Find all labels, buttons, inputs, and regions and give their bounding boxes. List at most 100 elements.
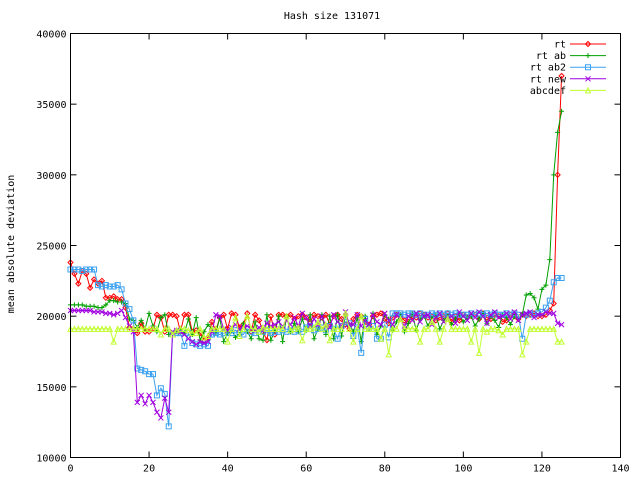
data-point — [527, 291, 533, 297]
data-point — [452, 325, 459, 332]
data-point — [373, 325, 381, 332]
data-point — [361, 325, 369, 332]
data-point — [111, 298, 117, 304]
data-point — [158, 415, 164, 421]
data-point — [212, 330, 219, 337]
data-point — [327, 313, 333, 319]
data-point — [252, 319, 258, 325]
data-point — [189, 338, 196, 345]
data-point — [75, 280, 82, 287]
data-point — [527, 309, 533, 315]
data-point — [448, 325, 455, 332]
data-point — [585, 64, 591, 71]
data-point — [523, 310, 530, 317]
data-point — [75, 325, 82, 332]
data-point — [547, 257, 553, 263]
data-point — [153, 311, 161, 318]
data-point — [134, 399, 141, 406]
data-point — [114, 310, 121, 317]
data-point — [181, 342, 188, 349]
data-point — [539, 311, 545, 318]
data-point — [405, 325, 412, 332]
data-point — [79, 267, 86, 274]
axis-ticks: 10000 15000 20000 25000 30000 35000 40000 0 20 40… — [36, 30, 629, 475]
data-point — [550, 279, 557, 286]
data-point — [161, 390, 168, 397]
data-point — [559, 108, 565, 114]
data-point — [208, 318, 216, 326]
data-point — [110, 283, 117, 290]
data-point — [279, 325, 286, 332]
data-point — [311, 336, 317, 342]
data-point — [205, 322, 211, 328]
data-point — [303, 314, 310, 321]
data-point — [134, 365, 141, 372]
data-point — [204, 332, 212, 339]
data-point — [271, 321, 278, 328]
data-point — [467, 337, 475, 345]
data-point — [492, 317, 498, 323]
data-point — [181, 325, 188, 332]
data-point — [543, 309, 549, 315]
data-point — [82, 325, 90, 332]
data-point — [138, 317, 144, 323]
data-point — [193, 341, 200, 348]
data-point — [122, 300, 129, 307]
x-tick-label: 40 — [222, 464, 234, 475]
data-point — [460, 319, 466, 325]
data-point — [499, 313, 506, 320]
data-point — [134, 329, 141, 337]
data-point — [102, 325, 110, 332]
data-point — [86, 284, 94, 292]
data-point — [350, 315, 357, 323]
data-point — [530, 325, 538, 332]
data-point — [554, 337, 561, 345]
data-point — [130, 325, 137, 332]
data-point — [464, 317, 471, 324]
data-point — [90, 276, 98, 283]
y-tick-label: 35000 — [36, 100, 66, 111]
data-point — [338, 315, 345, 323]
data-point — [118, 286, 125, 293]
data-point — [221, 339, 227, 345]
data-point — [228, 310, 235, 317]
data-point — [306, 325, 314, 332]
data-point — [146, 310, 152, 316]
data-point — [271, 325, 279, 332]
data-point — [515, 325, 522, 332]
data-point — [330, 311, 337, 318]
data-point — [260, 337, 266, 343]
data-point — [381, 325, 389, 332]
y-tick-label: 15000 — [36, 383, 66, 394]
data-point — [413, 310, 420, 317]
data-point — [444, 310, 451, 317]
data-point — [475, 349, 483, 356]
data-point — [511, 325, 518, 332]
data-point — [476, 316, 482, 322]
data-point — [133, 325, 141, 332]
data-point — [448, 313, 455, 320]
data-point — [157, 330, 165, 338]
data-point — [412, 325, 420, 332]
data-point — [319, 313, 325, 320]
data-point — [523, 292, 529, 298]
data-point — [460, 325, 467, 332]
data-point — [150, 371, 156, 378]
legend-label: rt ab2 — [530, 63, 566, 74]
data-point — [99, 305, 105, 311]
data-point — [499, 330, 506, 338]
x-tick-label: 120 — [533, 464, 551, 475]
data-point — [539, 286, 545, 292]
data-point — [507, 316, 514, 322]
data-point — [346, 325, 353, 332]
data-point — [267, 325, 275, 332]
data-point — [503, 325, 510, 332]
data-point — [357, 312, 365, 320]
series-rt-ab — [68, 108, 565, 345]
data-point — [138, 366, 145, 373]
data-point — [338, 325, 345, 332]
data-point — [243, 312, 251, 320]
data-point — [267, 312, 275, 320]
